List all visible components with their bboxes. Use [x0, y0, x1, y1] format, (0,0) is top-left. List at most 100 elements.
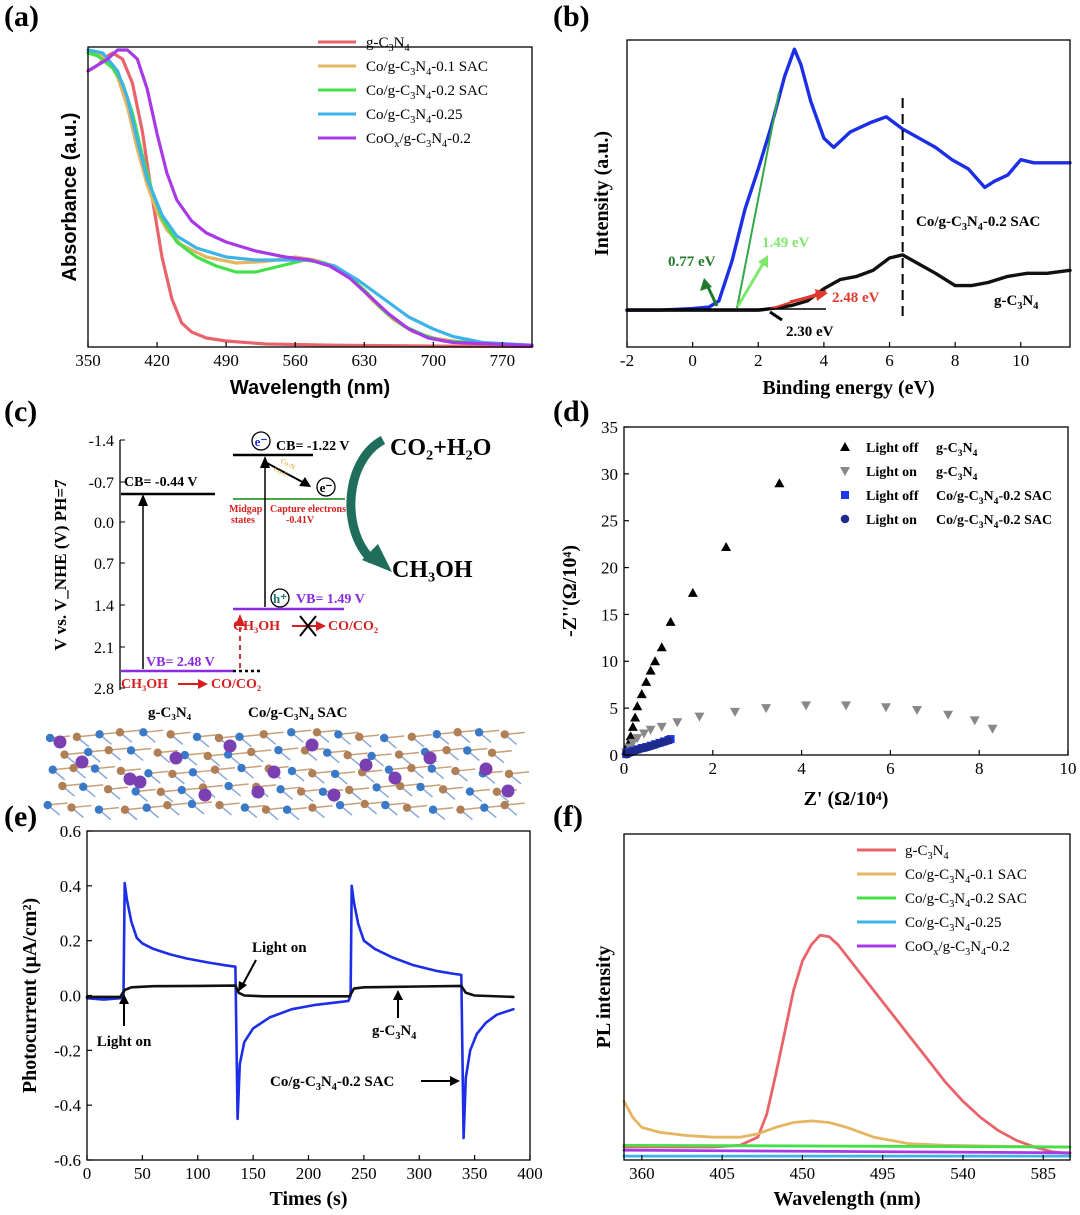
data-point	[841, 491, 849, 499]
chart-a: 350 420 490 560 630 700 770 Wavelength (nm) Abso…	[59, 35, 534, 399]
carbon-atom	[394, 750, 404, 759]
chart-b: 0.77 eV 1.49 eV 2.48 eV 2.30 eV Co/g-C3N4-0.…	[591, 39, 1072, 399]
capture-label: Capture electrons	[270, 504, 346, 515]
data-point	[638, 729, 649, 739]
cobalt-atom	[305, 738, 319, 752]
x-tick-label: 400	[517, 1164, 543, 1183]
y-tick-label: 0	[610, 746, 619, 765]
x-tick-label: 6	[886, 759, 895, 778]
data-point	[730, 707, 740, 717]
carbon-atom	[407, 763, 416, 773]
x-tick-label: 2	[754, 351, 763, 370]
carbon-atom	[442, 745, 451, 755]
trapping-arrow	[264, 461, 309, 486]
carbon-atom	[103, 785, 113, 794]
data-point	[656, 722, 667, 732]
y-tick-label: 0.4	[60, 877, 82, 896]
carbon-atom	[451, 766, 460, 776]
arrow-0.77	[705, 284, 719, 307]
carbon-atom	[156, 787, 166, 797]
nitrogen-atom	[84, 747, 93, 757]
nitrogen-atom	[432, 730, 441, 739]
cobalt-atom	[327, 788, 341, 802]
legend-label: Co/g-C3N4-0.2 SAC	[905, 891, 1027, 910]
carbon-atom	[355, 732, 364, 742]
arrow-head	[815, 289, 828, 301]
data-point	[650, 656, 661, 666]
x-tick-label: 350	[75, 351, 101, 370]
reaction-product: CO/CO₂	[328, 619, 378, 634]
panel-label-b: (b)	[553, 0, 590, 33]
reaction-reactant: CH₃OH	[121, 677, 168, 692]
x-tick-label: 200	[296, 1164, 322, 1183]
y-axis-title: Photocurrent (μA/cm²)	[19, 898, 41, 1093]
x-tick-label: 10	[1012, 351, 1029, 370]
data-point	[672, 718, 683, 728]
y-axis-title: PL intensity	[593, 946, 615, 1049]
annotation-gcn: g-C3N4	[994, 293, 1038, 312]
nitrogen-atom	[274, 745, 283, 755]
nitrogen-atom	[48, 765, 57, 774]
panel-label-c: (c)	[4, 395, 38, 428]
x-axis-title: Wavelength (nm)	[230, 377, 390, 399]
annotation-sample: Co/g-C3N4-0.2 SAC	[916, 214, 1040, 233]
cobalt-atom	[198, 788, 212, 802]
nitrogen-atom	[384, 765, 394, 774]
x-tick-label: 540	[950, 1164, 976, 1183]
scheme-c: -1.4 -0.7 0.0 0.7 1.4 2.1 2.8 V vs. V_NHE (V) P…	[43, 431, 530, 821]
nitrogen-atom	[90, 764, 100, 773]
carbon-atom	[308, 769, 317, 778]
nitrogen-atom	[318, 787, 328, 797]
arrow-head	[758, 255, 768, 268]
annotation-arrow	[241, 959, 257, 987]
vb-label: VB= 1.49 V	[296, 592, 365, 607]
nitrogen-atom	[126, 746, 136, 755]
data-point	[645, 665, 656, 675]
x-tick-label: 450	[790, 1164, 816, 1183]
y-tick-label: 0.7	[94, 556, 114, 573]
data-point	[645, 725, 656, 735]
nitrogen-atom	[45, 733, 55, 743]
nitrogen-atom	[372, 783, 381, 792]
arrow-head	[238, 981, 247, 992]
data-point	[774, 478, 785, 488]
arrow-head	[393, 990, 403, 1000]
plot-frame	[623, 426, 1069, 756]
carbon-atom	[58, 781, 67, 791]
carbon-atom	[69, 763, 78, 773]
carbon-atom	[453, 728, 462, 737]
panel-label-d: (d)	[553, 395, 590, 428]
nitrogen-atom	[235, 732, 244, 742]
x-axis-title: Wavelength (nm)	[773, 1188, 920, 1210]
y-tick-label: -0.2	[54, 1041, 81, 1060]
x-tick-label: 10	[1060, 759, 1077, 778]
series-line	[622, 933, 1072, 1155]
data-point	[943, 710, 954, 720]
cobalt-atom	[75, 755, 89, 769]
data-point	[840, 442, 850, 451]
y-axis-title: Intensity (a.u.)	[591, 131, 613, 256]
x-tick-label: 4	[797, 759, 806, 778]
arrow-head	[316, 621, 326, 631]
legend-label: Co/g-C3N4-0.2 SAC	[936, 489, 1052, 507]
carbon-atom	[500, 800, 509, 810]
cobalt-atom	[133, 775, 147, 789]
cobalt-atom	[251, 785, 265, 799]
cobalt-atom	[267, 765, 281, 779]
arrow-head	[299, 477, 311, 487]
carbon-atom	[345, 785, 354, 795]
reaction-product: CO/CO₂	[211, 677, 261, 692]
arrow-head	[119, 994, 129, 1004]
cobalt-atom	[479, 762, 493, 776]
data-point	[632, 734, 643, 744]
carbon-atom	[259, 730, 268, 739]
nitrogen-atom	[367, 751, 376, 761]
data-point	[801, 701, 812, 711]
x-tick-label: 0	[688, 351, 697, 370]
legend-label: Light on	[866, 465, 917, 480]
tangent-line	[736, 91, 780, 309]
legend-label: g-C3N4	[905, 843, 949, 862]
legend-label: Light off	[866, 441, 919, 456]
arrow-head	[198, 679, 208, 689]
